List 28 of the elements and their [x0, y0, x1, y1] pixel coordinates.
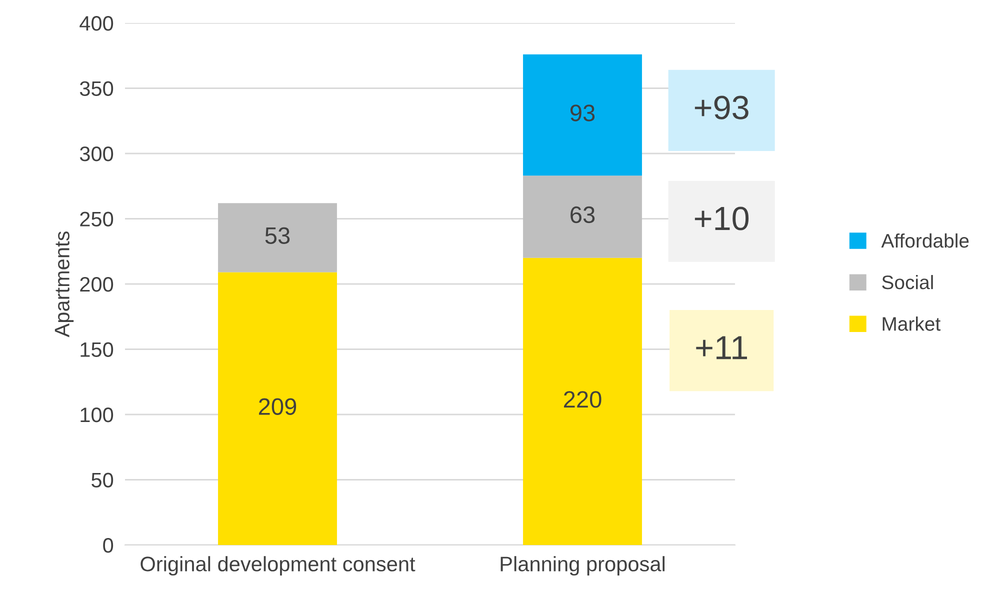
data-label: 63: [570, 206, 595, 224]
x-tick-label: Planning proposal: [500, 556, 665, 576]
bar: [218, 272, 337, 545]
x-tick-label: Original development consent: [140, 556, 416, 576]
data-label: 220: [564, 391, 602, 408]
y-tick-label: 300: [80, 146, 114, 162]
data-label: 209: [258, 398, 296, 415]
y-tick-label: 350: [80, 81, 114, 96]
legend-label: Social: [882, 274, 933, 290]
annotation: +11: [696, 336, 747, 360]
annotation: +93: [694, 96, 748, 120]
y-tick-label: 0: [103, 538, 114, 553]
y-tick-label: 250: [80, 212, 114, 227]
y-tick-label: 150: [80, 342, 114, 358]
y-tick-label: 50: [92, 472, 114, 488]
y-axis-title: Apartments: [54, 231, 74, 338]
bar: [523, 176, 642, 258]
legend-label: Market: [882, 316, 940, 331]
legend-label: Affordable: [881, 233, 969, 248]
bar: [523, 258, 642, 545]
bar: [523, 54, 642, 176]
y-tick-label: 200: [80, 277, 114, 292]
data-label: 93: [570, 104, 595, 122]
y-tick-label: 400: [80, 16, 114, 31]
data-label: 53: [265, 227, 290, 244]
annotation: +10: [694, 206, 749, 230]
bar: [218, 203, 337, 272]
y-tick-label: 100: [80, 408, 114, 422]
